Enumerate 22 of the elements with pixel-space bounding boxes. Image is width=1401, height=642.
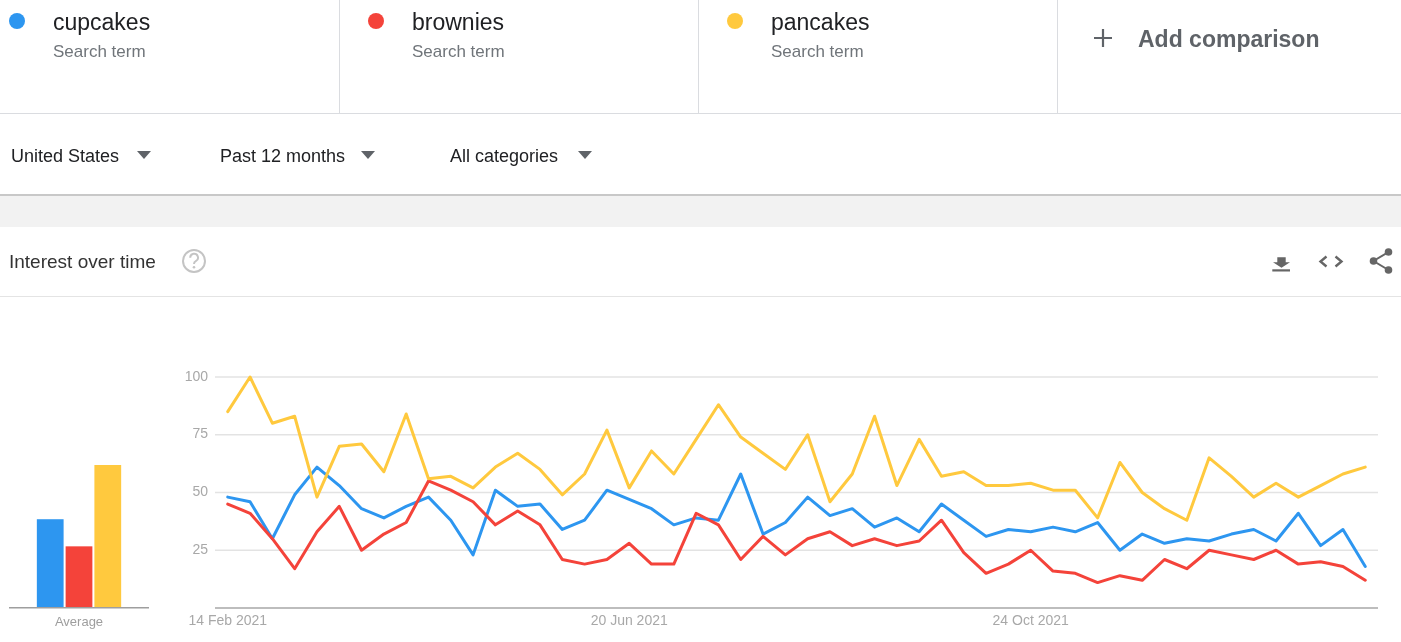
legend-label: pancakes [771,9,870,35]
text: Search term [412,42,505,61]
y-tick-label: 75 [192,425,209,442]
y-tick-label: 100 [184,367,209,384]
text: United States [11,146,120,166]
x-tick-label: 20 Jun 2021 [590,612,668,628]
line-series [226,375,1367,522]
text: Add comparison [1138,26,1320,52]
line-series [226,479,1367,585]
x-tick-label: 24 Oct 2021 [992,612,1070,628]
legend-label: brownies [412,9,505,35]
y-tick-label: 25 [192,540,209,557]
x-tick-label: 14 Feb 2021 [188,612,268,628]
text: Search term [53,42,146,61]
legend-label: cupcakes [53,9,151,35]
y-tick-label: 50 [192,483,209,500]
text: All categories [450,146,559,166]
line-series [226,465,1367,568]
x-tick-label: Average [54,614,104,629]
text: Past 12 months [220,146,346,166]
chart-title: Interest over time [9,251,156,272]
text: Search term [771,42,864,61]
